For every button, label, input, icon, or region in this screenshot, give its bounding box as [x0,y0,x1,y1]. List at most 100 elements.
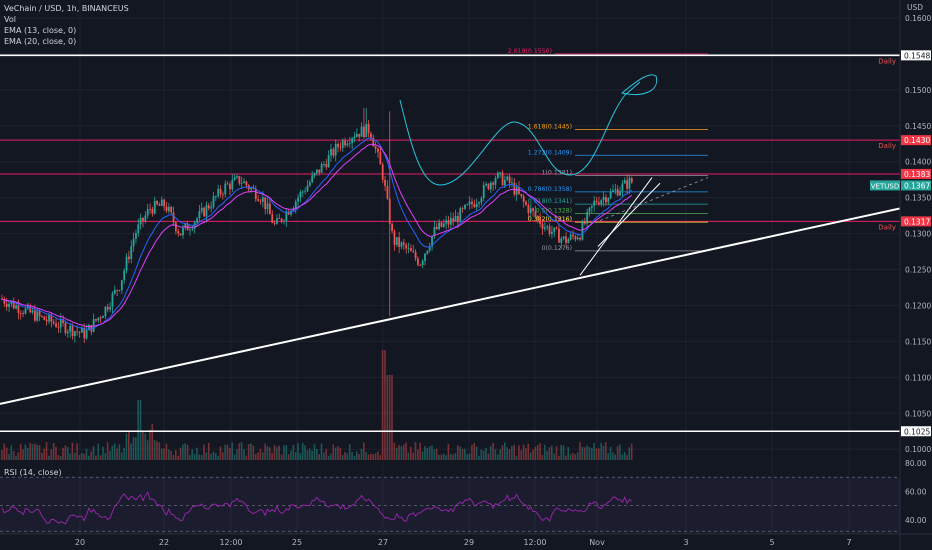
legend: VeChain / USD, 1h, BINANCEUS Vol EMA (13… [4,3,129,47]
volume-bar [595,448,598,460]
volume-bar [3,443,6,460]
volume-bar [393,442,396,460]
candle-body [628,177,631,189]
candle-body [57,326,60,328]
volume-bar [511,445,513,460]
volume-bar [569,454,572,460]
fib-label: 0(0.1276) [542,245,572,252]
candle-body [36,311,39,321]
volume-bar [480,449,483,460]
candle-body [506,176,509,180]
candle-body [583,222,586,224]
time-axis[interactable]: 20 22 12:00 25 27 29 12:00 Nov 3 5 7 [0,533,932,547]
rsi-label[interactable]: RSI (14, close) [4,468,62,477]
candle-body [626,180,628,189]
volume-bar [71,442,74,460]
candle-body [71,325,74,337]
candle-body [276,218,278,224]
volume-bar [167,449,170,460]
candle-body [24,308,27,314]
candle-body [501,172,504,186]
volume-bar [567,447,570,460]
volume-bar [553,453,555,460]
volume-bar [146,440,149,460]
candle-body [38,311,41,317]
volume-bar [431,445,433,460]
candle-body [308,182,311,186]
volume-bar [254,453,257,460]
volume-bar [428,446,431,460]
volume-bar [311,450,313,460]
candle-body [170,206,173,213]
candle-body [8,303,10,307]
volume-bar [212,451,215,460]
volume-bar [386,375,389,460]
candle-body [146,209,149,216]
indicator-ema13[interactable]: EMA (13, close, 0) [4,26,77,35]
drawings[interactable] [0,74,901,405]
price-axis[interactable]: 0.16000.15500.15000.14500.14000.13500.13… [870,0,932,550]
candle-body [489,182,492,190]
candle-body [200,207,203,212]
indicator-vol[interactable]: Vol [4,15,16,24]
volume-bar [198,454,201,460]
volume-bar [142,431,144,460]
volume-bar [26,447,29,460]
volume-bar [435,448,438,460]
volume-bar [257,452,259,460]
candle-body [457,216,459,222]
candle-body [184,223,187,228]
symbol-line[interactable]: VeChain / USD, 1h, BINANCEUS [4,4,129,13]
volume-bar [43,448,45,460]
volume-bar [90,451,92,460]
volume-bar [499,449,501,460]
candle-body [348,143,351,144]
volume-bar [576,452,579,460]
volume-bar [536,445,539,460]
candle-body [52,321,55,324]
fib-label: 0.5(0.1328) [536,207,572,214]
volume-bar [602,445,605,460]
candle-body [433,226,436,237]
candle-body [619,191,621,196]
candle-body [271,214,274,223]
candle-body [10,301,13,304]
volume-bar [243,449,245,460]
candle-body [198,211,201,219]
volume-bar [473,442,476,460]
volume-bar [287,454,290,460]
candle-body [104,306,107,317]
candle-body [203,207,205,217]
horizontal-levels[interactable]: Daily Daily Daily [0,54,900,433]
indicator-ema20[interactable]: EMA (20, close, 0) [4,37,77,46]
volume-bar [238,443,241,460]
volume-bar [95,455,97,460]
candle-body [344,140,346,146]
volume-bar [57,454,60,460]
fib-extension[interactable]: 2.618(0.1550) 1.618(0.1445) 1.272(0.1409) 1… [508,48,708,252]
candle-body [261,197,264,202]
volume-bar [116,448,118,460]
price-label-bg [901,50,931,61]
volume-bar [548,447,551,460]
volume-bar [572,452,574,460]
candle-body [175,222,177,232]
candle-body [612,190,614,192]
volume-bar [598,448,600,460]
candle-body [419,264,422,266]
candle-body [273,222,276,224]
candle-body [34,310,36,321]
candle-body [12,301,15,309]
fib-label: 1(0.1381) [542,169,572,176]
candle-body [548,226,551,234]
grid [0,0,900,534]
candle-body [402,242,405,245]
candle-body [269,203,271,215]
candle-body [466,204,469,206]
candle-body [355,133,358,137]
price-label: 0.1367 [904,181,930,190]
volume-bar [506,447,508,460]
candle-body [135,233,137,239]
candle-body [102,316,104,318]
